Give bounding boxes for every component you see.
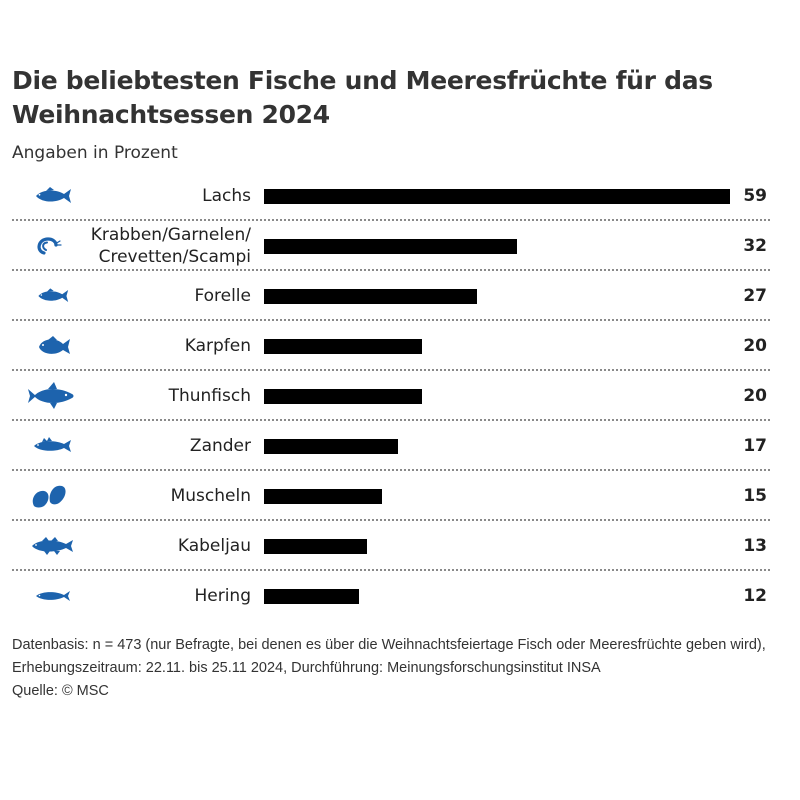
trout-icon [24,279,80,313]
row-divider [12,219,770,221]
bar [264,339,422,354]
bar [264,439,399,454]
tuna-icon [24,379,80,413]
row-divider [12,569,770,571]
bar [264,189,730,204]
row-divider [12,419,770,421]
chart-row: Kabeljau 13 [12,521,770,571]
chart-row: Karpfen 20 [12,321,770,371]
row-divider [12,519,770,521]
value-label: 32 [743,236,767,256]
bar [264,239,517,254]
chart-row: Thunfisch 20 [12,371,770,421]
category-label: Forelle [194,286,251,306]
row-divider [12,469,770,471]
chart-row: Hering 12 [12,571,770,621]
row-divider [12,369,770,371]
row-divider [12,319,770,321]
row-divider [12,269,770,271]
category-label: Kabeljau [177,536,251,556]
category-label: Muscheln [170,486,251,506]
herring-icon [24,579,80,613]
value-label: 27 [743,286,767,306]
category-label: Krabben/Garnelen/ Crevetten/Scampi [90,225,251,267]
chart-row: Zander 17 [12,421,770,471]
cod-icon [24,529,80,563]
bar [264,589,359,604]
value-label: 15 [743,486,767,506]
value-label: 59 [743,186,767,206]
value-label: 12 [743,586,767,606]
chart-row: Krabben/Garnelen/ Crevetten/Scampi 32 [12,221,770,271]
category-label: Zander [189,436,251,456]
value-label: 20 [743,336,767,356]
bar [264,289,478,304]
chart-row: Muscheln 15 [12,471,770,521]
salmon-icon [24,179,80,213]
bar [264,489,383,504]
chart-title: Die beliebtesten Fische und Meeresfrücht… [12,66,713,129]
category-label: Lachs [202,186,251,206]
footnote: Datenbasis: n = 473 (nur Befragte, bei d… [12,637,766,676]
zander-icon [24,429,80,463]
category-label: Karpfen [184,336,251,356]
bar [264,539,367,554]
category-label: Hering [194,586,251,606]
shrimp-icon [24,229,80,263]
mussel-icon [24,479,80,513]
source-note: Quelle: © MSC [12,683,109,699]
category-label: Thunfisch [168,386,251,406]
chart-row: Lachs 59 [12,171,770,221]
carp-icon [24,329,80,363]
value-label: 20 [743,386,767,406]
chart-row: Forelle 27 [12,271,770,321]
bar [264,389,422,404]
value-label: 17 [743,436,767,456]
value-label: 13 [743,536,767,556]
chart-subtitle: Angaben in Prozent [12,143,178,163]
